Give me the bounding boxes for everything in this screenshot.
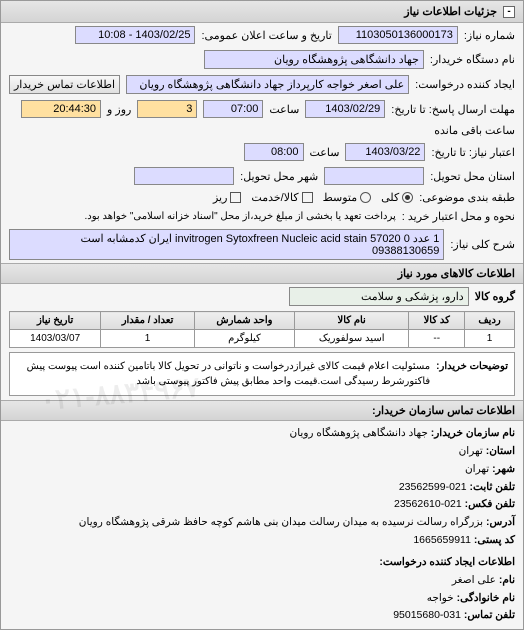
table-header: کد کالا	[409, 312, 465, 330]
remain-days-label: روز و	[107, 103, 131, 116]
table-header: تعداد / مقدار	[101, 312, 195, 330]
table-header: ردیف	[465, 312, 515, 330]
goods-section-title: اطلاعات کالاهای مورد نیاز	[1, 263, 523, 284]
validity-date: 1403/03/22	[345, 143, 425, 161]
contact-section-title: اطلاعات تماس سازمان خریدار:	[1, 400, 523, 421]
goods-table: ردیفکد کالانام کالاواحد شمارشتعداد / مقد…	[9, 311, 515, 348]
check-partial[interactable]	[302, 192, 313, 203]
check-detail[interactable]	[230, 192, 241, 203]
class-label: طبقه بندی موضوعی:	[419, 191, 515, 204]
creator-value: علی اصغر خواجه کارپرداز جهاد دانشگاهی پژ…	[126, 75, 409, 94]
radio-all[interactable]	[402, 192, 413, 203]
desc-value: 1 عدد 0 57020 invitrogen Sytoxfreen Nucl…	[9, 229, 444, 260]
table-header: واحد شمارش	[194, 312, 294, 330]
table-header: تاریخ نیاز	[10, 312, 101, 330]
validity-time: 08:00	[244, 143, 304, 161]
validity-label: اعتبار نیاز: تا تاریخ:	[431, 146, 515, 159]
group-value: دارو، پزشکی و سلامت	[289, 287, 469, 306]
time-label-2: ساعت	[310, 146, 340, 159]
purchase-note: پرداخت تعهد یا بخشی از مبلغ خرید،از محل …	[85, 211, 396, 222]
table-row: 1--اسید سولفوریککیلوگرم11403/03/07	[10, 330, 515, 348]
remain-suffix: ساعت باقی مانده	[434, 124, 515, 137]
buyer-note-box: توضیحات خریدار: مسئولیت اعلام قیمت کالای…	[9, 352, 515, 396]
remain-time: 20:44:30	[21, 100, 101, 118]
city-value	[134, 167, 234, 185]
table-header: نام کالا	[295, 312, 409, 330]
time-label-1: ساعت	[269, 103, 299, 116]
desc-label: شرح کلی نیاز:	[450, 238, 515, 251]
contact-buyer-button[interactable]: اطلاعات تماس خریدار	[9, 75, 120, 94]
panel-header: - جزئیات اطلاعات نیاز	[1, 1, 523, 23]
province-value	[324, 167, 424, 185]
group-label: گروه کالا	[475, 290, 515, 303]
deadline-reply-time: 07:00	[203, 100, 263, 118]
deadline-reply-date: 1403/02/29	[305, 100, 385, 118]
collapse-icon[interactable]: -	[503, 6, 515, 18]
buyer-value: جهاد دانشگاهی پژوهشگاه رویان	[204, 50, 424, 69]
announce-value: 1403/02/25 - 10:08	[75, 26, 195, 44]
contact-block: نام سازمان خریدار: جهاد دانشگاهی پژوهشگا…	[1, 421, 523, 629]
radio-mid[interactable]	[360, 192, 371, 203]
panel-title: جزئیات اطلاعات نیاز	[404, 5, 497, 18]
city-label: شهر محل تحویل:	[240, 170, 318, 183]
purchase-note-label: نحوه و محل اعتبار خرید :	[402, 210, 515, 223]
request-no-label: شماره نیاز:	[464, 29, 515, 42]
note-text: مسئولیت اعلام قیمت کالای غیرازدرخواست و …	[16, 359, 430, 389]
request-no-value: 1103050136000173	[338, 26, 458, 44]
announce-label: تاریخ و ساعت اعلان عمومی:	[201, 29, 331, 42]
creator-label: ایجاد کننده درخواست:	[415, 78, 515, 91]
remain-days: 3	[137, 100, 197, 118]
deadline-reply-label: مهلت ارسال پاسخ: تا تاریخ:	[391, 103, 515, 116]
class-radios: کلی متوسط کالا/خدمت ریز	[213, 191, 413, 204]
details-panel: - جزئیات اطلاعات نیاز شماره نیاز: 110305…	[0, 0, 524, 630]
note-label: توضیحات خریدار:	[436, 359, 508, 389]
buyer-label: نام دستگاه خریدار:	[430, 53, 515, 66]
province-label: استان محل تحویل:	[430, 170, 515, 183]
